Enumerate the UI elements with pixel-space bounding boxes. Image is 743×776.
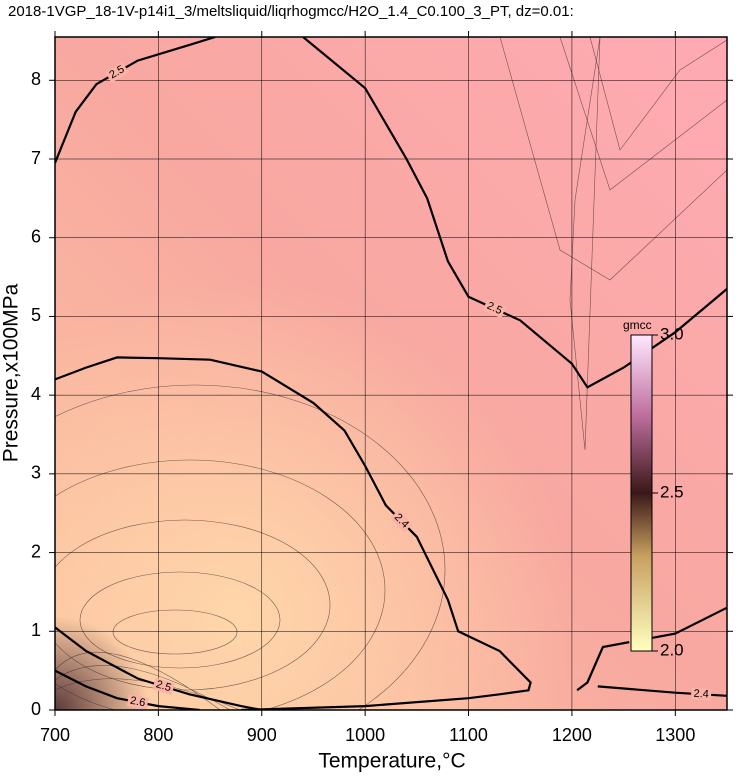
y-tick-label: 3	[31, 463, 41, 483]
y-tick-label: 6	[31, 226, 41, 246]
contour-label: 2.5	[155, 678, 173, 694]
x-tick-label: 1100	[449, 725, 488, 745]
chart-title: 2018-1VGP_18-1V-p14i1_3/meltsliquid/liqr…	[8, 3, 574, 20]
x-tick-label: 800	[143, 725, 173, 745]
contour-line	[576, 606, 727, 692]
grid	[55, 37, 727, 710]
contour-label-bg	[482, 298, 506, 319]
colorbar-tick-label: 2.5	[660, 482, 684, 501]
contour-label-bg	[105, 62, 129, 83]
thin-contour	[79, 571, 281, 669]
contour-label: 2.6	[129, 695, 146, 710]
thin-contour	[559, 37, 727, 191]
contour-label-bg	[690, 687, 712, 701]
x-axis-label: Temperature,°C	[318, 750, 465, 773]
y-tick-label: 1	[31, 620, 41, 640]
colorbar: gmcc 2.0 2.5 3.0	[623, 318, 684, 659]
thin-contour	[55, 519, 331, 691]
axes: 700 800 900 1000 1100 1200 1300 0 1 2 3 4 5 6 7 8	[31, 31, 733, 745]
colorbar-label: gmcc	[623, 318, 652, 332]
y-tick-label: 8	[31, 69, 41, 89]
contour-label: 2.5	[485, 300, 504, 317]
thin-contour	[569, 37, 601, 451]
y-axis-label: Pressure,x100MPa	[0, 283, 23, 462]
contour-label-group: 2.5	[152, 677, 175, 696]
background	[55, 37, 727, 710]
plot-area: 2.52.52.42.42.42.52.6	[55, 37, 727, 710]
y-tick-label: 0	[31, 699, 41, 719]
colorbar-tick-label: 2.0	[660, 640, 684, 659]
contour-label-group: 2.4	[690, 687, 712, 701]
contour-label-bg	[152, 677, 175, 696]
y-tick-label: 7	[31, 148, 41, 168]
colorbar-scale	[630, 334, 653, 652]
colorbar-tick-label: 3.0	[660, 324, 684, 343]
contour-label: 2.4	[693, 688, 709, 701]
x-tick-label: 700	[40, 725, 70, 745]
y-tick-label: 5	[31, 305, 41, 325]
thin-contours	[55, 37, 727, 710]
thin-contour	[589, 37, 727, 151]
x-tick-label: 900	[247, 725, 277, 745]
contour-label-group: 2.6	[126, 694, 149, 710]
x-tick-label: 1000	[345, 725, 385, 745]
contour-label-bg	[390, 509, 413, 533]
y-tick-label: 4	[31, 384, 41, 404]
thin-contour	[55, 384, 446, 710]
contour-line	[55, 669, 200, 710]
x-tick-label: 1300	[655, 725, 695, 745]
contour-label-group: 2.5	[482, 298, 506, 319]
thin-contour	[499, 37, 727, 281]
thin-contour	[112, 609, 238, 655]
y-tick-label: 2	[31, 541, 41, 561]
thin-contour	[55, 459, 386, 710]
x-tick-label: 1200	[552, 725, 592, 745]
contour-label-bg	[126, 694, 149, 710]
plot-frame	[54, 36, 728, 711]
